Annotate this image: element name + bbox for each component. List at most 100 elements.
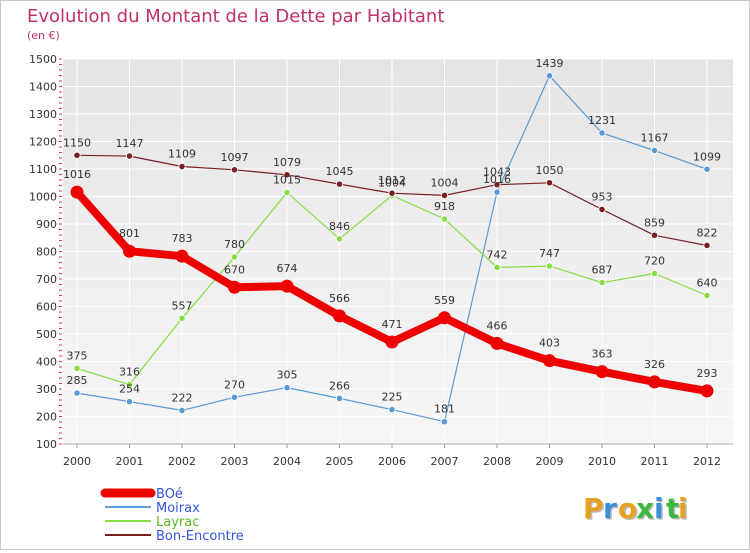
chart-title: Evolution du Montant de la Dette par Hab… bbox=[27, 6, 444, 27]
data-label: 859 bbox=[644, 216, 665, 229]
data-label: 1043 bbox=[483, 166, 511, 179]
data-label: 266 bbox=[329, 379, 350, 392]
data-label: 222 bbox=[172, 391, 193, 404]
data-label: 375 bbox=[67, 349, 88, 362]
logo-letter: o bbox=[618, 492, 637, 525]
y-tick-label: 1300 bbox=[29, 108, 57, 121]
logo-letter-shadow: r bbox=[605, 494, 619, 527]
y-tick-label: 900 bbox=[36, 218, 57, 231]
proxiti-logo: PP rr oo xx ii tt ii bbox=[583, 492, 689, 527]
data-point bbox=[703, 241, 711, 250]
y-tick-label: 700 bbox=[36, 273, 57, 286]
y-tick-label: 100 bbox=[36, 438, 57, 451]
data-label: 670 bbox=[224, 263, 245, 276]
y-tick-label: 1400 bbox=[29, 81, 57, 94]
logo-letter-shadow: i bbox=[656, 494, 666, 527]
chart-subtitle: (en €) bbox=[27, 29, 60, 42]
data-label: 181 bbox=[434, 403, 455, 416]
data-point bbox=[73, 389, 81, 397]
y-tick-label: 1200 bbox=[29, 136, 57, 149]
data-point bbox=[545, 179, 554, 187]
data-point bbox=[440, 418, 449, 426]
y-tick-label: 400 bbox=[36, 356, 57, 369]
data-point bbox=[178, 162, 186, 171]
data-label: 316 bbox=[119, 366, 140, 379]
data-point bbox=[703, 291, 711, 300]
legend-label: BOé bbox=[156, 487, 183, 502]
x-tick-label: 2000 bbox=[63, 455, 91, 468]
data-label: 674 bbox=[277, 262, 298, 275]
data-label: 326 bbox=[644, 358, 665, 371]
logo-letter-shadow: t bbox=[668, 494, 681, 527]
data-point bbox=[493, 181, 501, 189]
legend-label: Bon-Encontre bbox=[156, 529, 244, 544]
data-label: 466 bbox=[487, 319, 508, 332]
data-point bbox=[335, 394, 344, 402]
data-point bbox=[335, 235, 344, 243]
data-point bbox=[440, 215, 449, 223]
data-point bbox=[228, 280, 241, 294]
x-tick-label: 2012 bbox=[693, 455, 721, 468]
logo-letter-shadow: i bbox=[680, 494, 690, 527]
data-point bbox=[283, 171, 291, 179]
data-point bbox=[178, 314, 186, 322]
data-point bbox=[125, 380, 134, 389]
data-label: 1231 bbox=[588, 114, 616, 127]
data-label: 1099 bbox=[693, 150, 721, 163]
y-tick-label: 500 bbox=[36, 328, 57, 341]
data-point bbox=[388, 189, 396, 197]
data-label: 1150 bbox=[63, 136, 91, 149]
data-label: 687 bbox=[592, 264, 613, 277]
data-label: 742 bbox=[487, 248, 508, 261]
data-label: 1012 bbox=[378, 174, 406, 187]
data-point bbox=[438, 311, 451, 325]
data-point bbox=[598, 129, 606, 137]
data-point bbox=[545, 262, 554, 270]
data-point bbox=[493, 188, 501, 196]
data-point bbox=[230, 253, 239, 261]
data-label: 1079 bbox=[273, 156, 301, 169]
data-label: 270 bbox=[224, 378, 245, 391]
data-label: 403 bbox=[539, 337, 560, 350]
series-group bbox=[70, 72, 714, 426]
data-label: 225 bbox=[382, 391, 403, 404]
data-point bbox=[650, 231, 659, 239]
data-label: 559 bbox=[434, 294, 455, 307]
data-point bbox=[70, 185, 84, 199]
x-tick-label: 2009 bbox=[536, 455, 564, 468]
logo-letter: t bbox=[666, 492, 679, 525]
data-point bbox=[650, 146, 659, 155]
logo-letter-shadow: P bbox=[585, 494, 606, 527]
series-bon-encontre bbox=[73, 151, 711, 250]
y-tick-label: 1000 bbox=[29, 191, 57, 204]
x-tick-label: 2001 bbox=[116, 455, 144, 468]
data-point bbox=[123, 244, 136, 258]
logo-letter: P bbox=[583, 492, 604, 525]
y-tick-label: 800 bbox=[36, 246, 57, 259]
data-point bbox=[283, 384, 291, 392]
data-point bbox=[230, 393, 239, 401]
data-label: 1045 bbox=[326, 165, 354, 178]
x-tick-label: 2011 bbox=[641, 455, 669, 468]
data-label: 1147 bbox=[116, 137, 144, 150]
data-point bbox=[385, 335, 399, 349]
logo-letter: r bbox=[603, 492, 617, 525]
data-label: 822 bbox=[697, 226, 718, 239]
legend-label: Moirax bbox=[156, 501, 200, 516]
y-tick-label: 1100 bbox=[29, 163, 57, 176]
data-label: 780 bbox=[224, 238, 245, 251]
data-label: 846 bbox=[329, 220, 350, 233]
y-tick-label: 600 bbox=[36, 301, 57, 314]
data-label: 720 bbox=[644, 255, 665, 268]
data-point bbox=[178, 406, 186, 415]
data-point bbox=[73, 151, 81, 159]
x-tick-label: 2006 bbox=[378, 455, 406, 468]
data-label: 285 bbox=[67, 374, 88, 387]
data-label: 1016 bbox=[63, 168, 91, 181]
data-label: 471 bbox=[382, 318, 403, 331]
logo-letter: x bbox=[636, 492, 654, 525]
data-label: 801 bbox=[119, 227, 140, 240]
